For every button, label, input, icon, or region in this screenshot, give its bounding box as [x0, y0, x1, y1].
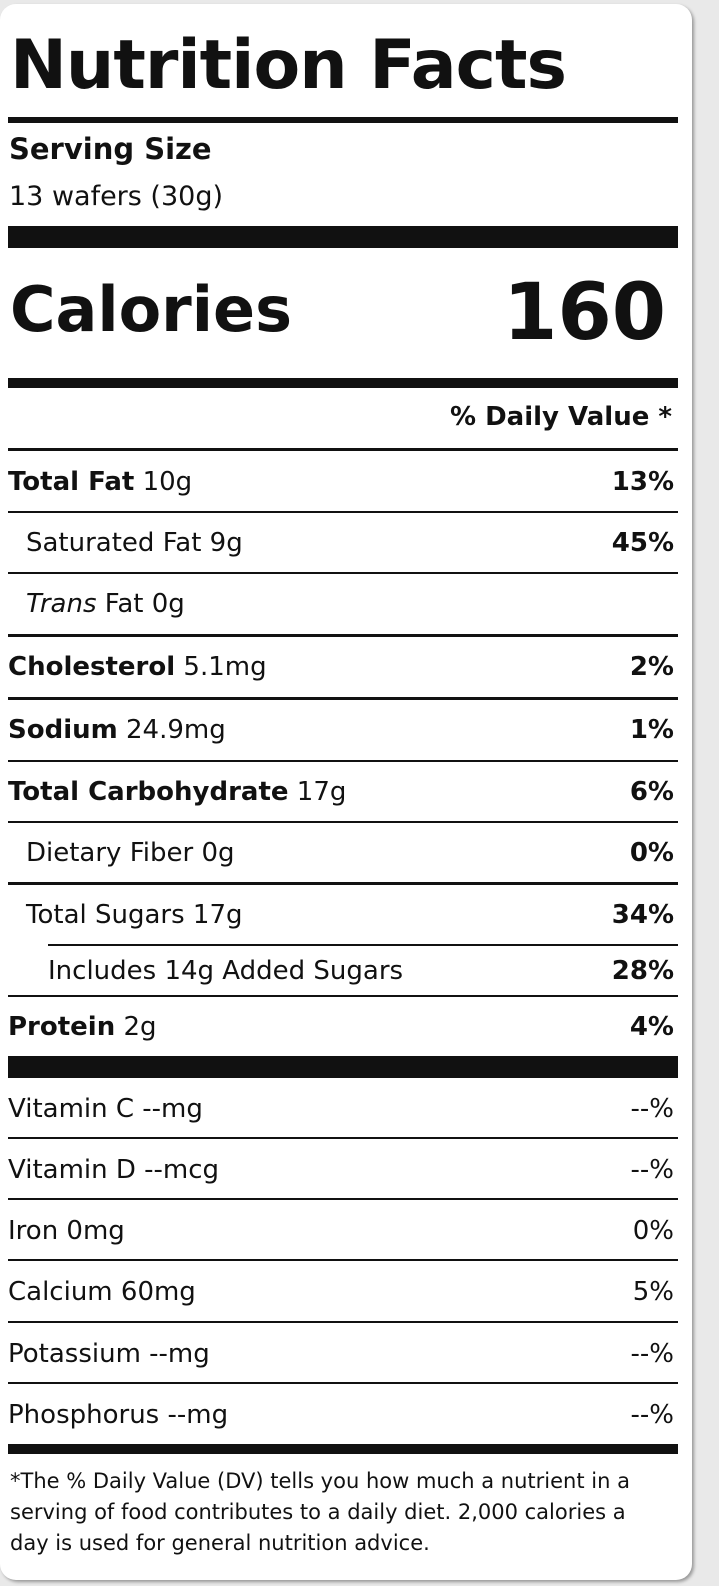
serving-size-value: 13 wafers (30g) [9, 181, 223, 212]
nutrient-name: Total Carbohydrate [8, 777, 289, 807]
vitamin-dv: --% [630, 1400, 674, 1430]
vitamin-row-calcium: Calcium 60mg 5% [8, 1262, 678, 1322]
row-divider [8, 697, 678, 700]
calories-value: 160 [503, 268, 666, 358]
vitamin-name: Iron 0mg [8, 1216, 125, 1246]
vitamin-row-iron: Iron 0mg 0% [8, 1201, 678, 1261]
serving-divider [8, 226, 678, 248]
nutrient-name: Cholesterol [8, 652, 176, 682]
nutrient-row-total-fat: Total Fat 10g 13% [8, 452, 678, 512]
row-divider [8, 882, 678, 885]
nutrient-row-saturated-fat: Saturated Fat 9g 45% [8, 513, 678, 573]
nutrient-dv: 6% [629, 777, 674, 807]
row-divider [8, 1137, 678, 1139]
nutrient-row-protein: Protein 2g 4% [8, 997, 678, 1057]
nutrient-dv: 28% [611, 956, 674, 986]
vitamin-name: Phosphorus --mg [8, 1400, 229, 1430]
vitamin-dv: --% [630, 1339, 674, 1369]
nutrient-dv: 13% [611, 467, 674, 497]
nutrient-amount: 17g [296, 777, 347, 807]
nutrient-amount: 10g [142, 467, 193, 497]
nutrient-dv: 45% [611, 528, 674, 558]
nutrient-name: Saturated Fat [26, 528, 202, 558]
nutrient-amount: 0g [151, 589, 185, 619]
vitamin-dv: --% [630, 1155, 674, 1185]
nutrient-amount: 0g [201, 838, 235, 868]
nutrient-name: Fat [104, 589, 144, 619]
nutrient-amount: 2g [123, 1012, 157, 1042]
nutrient-name: Dietary Fiber [26, 838, 194, 868]
nutrient-name: Total Fat [8, 467, 135, 497]
row-divider [8, 1321, 678, 1323]
row-divider [8, 511, 678, 513]
dv-divider [8, 448, 678, 451]
vitamin-name: Potassium --mg [8, 1339, 210, 1369]
vitamin-name: Calcium 60mg [8, 1277, 196, 1307]
label-title: Nutrition Facts [10, 26, 567, 105]
nutrient-amount: 24.9mg [125, 715, 226, 745]
nutrient-dv: 4% [629, 1012, 674, 1042]
row-divider [8, 821, 678, 823]
nutrient-dv: 2% [629, 652, 674, 682]
vitamin-dv: --% [630, 1094, 674, 1124]
nutrient-name: Sodium [8, 715, 118, 745]
protein-divider [8, 1056, 678, 1078]
vitamin-row-vitamin-c: Vitamin C --mg --% [8, 1079, 678, 1139]
vitamin-name: Vitamin D --mcg [8, 1155, 220, 1185]
nutrient-amount: 17g [192, 900, 243, 930]
row-divider [8, 572, 678, 574]
nutrient-row-cholesterol: Cholesterol 5.1mg 2% [8, 637, 678, 697]
nutrient-amount: 9g [209, 528, 243, 558]
nutrient-name: Total Sugars [26, 900, 185, 930]
vitamin-row-potassium: Potassium --mg --% [8, 1324, 678, 1384]
nutrient-amount: 5.1mg [183, 652, 267, 682]
nutrient-row-trans-fat: Trans Fat 0g [8, 574, 678, 634]
row-divider [8, 1382, 678, 1384]
serving-size-label: Serving Size [9, 132, 212, 166]
nutrient-name: Protein [8, 1012, 116, 1042]
vitamin-dv: 0% [632, 1216, 674, 1246]
daily-value-header: % Daily Value * [449, 402, 672, 432]
footnote-divider [8, 1444, 678, 1454]
nutrient-row-dietary-fiber: Dietary Fiber 0g 0% [8, 823, 678, 883]
title-divider [8, 117, 678, 123]
row-divider [8, 760, 678, 762]
nutrient-dv: 0% [629, 838, 674, 868]
nutrient-row-total-carbohydrate: Total Carbohydrate 17g 6% [8, 762, 678, 822]
vitamin-row-phosphorus: Phosphorus --mg --% [8, 1385, 678, 1445]
row-divider [8, 995, 678, 997]
nutrient-dv: 1% [629, 715, 674, 745]
nutrient-dv: 34% [611, 900, 674, 930]
vitamin-name: Vitamin C --mg [8, 1094, 203, 1124]
row-divider [48, 944, 678, 946]
nutrient-row-added-sugars: Includes 14g Added Sugars 28% [8, 946, 678, 996]
nutrient-row-sodium: Sodium 24.9mg 1% [8, 700, 678, 760]
vitamin-row-vitamin-d: Vitamin D --mcg --% [8, 1140, 678, 1200]
nutrition-card: Nutrition Facts Serving Size 13 wafers (… [0, 4, 692, 1580]
nutrient-name: Includes 14g Added Sugars [48, 956, 404, 986]
row-divider [8, 634, 678, 637]
calories-label: Calories [10, 273, 292, 346]
row-divider [8, 1198, 678, 1200]
calories-divider [8, 378, 678, 388]
daily-value-footnote: *The % Daily Value (DV) tells you how mu… [10, 1469, 630, 1555]
nutrient-name-italic: Trans [26, 589, 97, 619]
vitamin-dv: 5% [632, 1277, 674, 1307]
nutrient-row-total-sugars: Total Sugars 17g 34% [8, 886, 678, 944]
row-divider [8, 1259, 678, 1261]
